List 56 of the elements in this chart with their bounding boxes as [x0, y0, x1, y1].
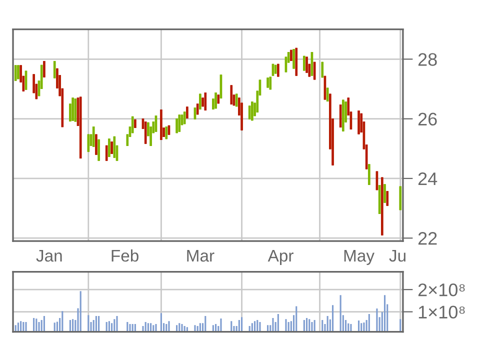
- x-tick-label: Feb: [112, 249, 138, 262]
- y-tick-label: 22: [418, 232, 437, 245]
- candlestick: [178, 114, 181, 133]
- candlestick: [306, 56, 308, 74]
- candlestick: [74, 98, 77, 123]
- candlestick: [284, 56, 288, 74]
- candlestick: [274, 64, 277, 75]
- x-tick-label: Ju: [389, 250, 406, 262]
- candlestick: [313, 61, 316, 81]
- x-tick-label: Jan: [36, 250, 62, 262]
- y-tick-label: 24: [418, 172, 438, 185]
- x-tick-label: Apr: [268, 250, 294, 265]
- candlestick: [168, 124, 170, 136]
- candlestick: [266, 76, 269, 89]
- y-tick-label: 1×10⁸: [418, 306, 465, 319]
- candlestick: [295, 46, 298, 77]
- candlestick: [376, 170, 378, 191]
- candlestick: [183, 110, 186, 126]
- candlestick: [399, 185, 402, 211]
- candlestick: [272, 63, 274, 77]
- candlestick: [14, 64, 17, 82]
- candlestick: [196, 102, 199, 116]
- candlestick: [144, 120, 147, 145]
- candlestick: [235, 92, 238, 108]
- candlestick: [380, 176, 384, 236]
- candlestick: [324, 75, 326, 101]
- x-tick-label: May: [344, 250, 374, 265]
- candlestick: [269, 76, 272, 90]
- candlestick: [230, 84, 233, 106]
- candlestick: [248, 104, 251, 120]
- candlestick: [176, 118, 178, 134]
- candlestick: [165, 126, 168, 140]
- x-tick-label: Mar: [187, 250, 214, 262]
- candlestick: [113, 136, 116, 159]
- candlestick: [24, 70, 28, 91]
- candlestick: [321, 61, 324, 78]
- y-tick-label: 2×10⁸: [418, 283, 465, 296]
- candlestick: [79, 96, 82, 160]
- candlestick: [240, 102, 243, 132]
- candlestick: [202, 96, 204, 108]
- candlestick: [87, 133, 90, 153]
- candlestick: [384, 183, 386, 204]
- candlestick: [214, 92, 217, 110]
- candlestick: [204, 92, 207, 110]
- candlestick: [126, 133, 129, 147]
- candlestick: [131, 116, 134, 134]
- candlestick: [105, 144, 108, 162]
- y-tick-label: 26: [418, 112, 437, 126]
- candlestick: [17, 64, 20, 80]
- candlestick: [386, 190, 389, 207]
- candlestick: [358, 110, 360, 136]
- candlestick: [217, 94, 220, 104]
- candlestick: [92, 126, 95, 148]
- y-tick-label: 28: [418, 53, 437, 66]
- candlestick: [292, 48, 295, 70]
- candlestick: [53, 60, 56, 80]
